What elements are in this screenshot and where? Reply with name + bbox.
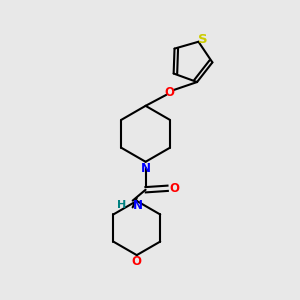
- Text: S: S: [198, 33, 208, 46]
- Text: N: N: [141, 162, 151, 175]
- Text: O: O: [132, 255, 142, 268]
- Text: H: H: [118, 200, 127, 210]
- Text: O: O: [165, 86, 175, 99]
- Text: O: O: [169, 182, 179, 195]
- Text: N: N: [133, 199, 142, 212]
